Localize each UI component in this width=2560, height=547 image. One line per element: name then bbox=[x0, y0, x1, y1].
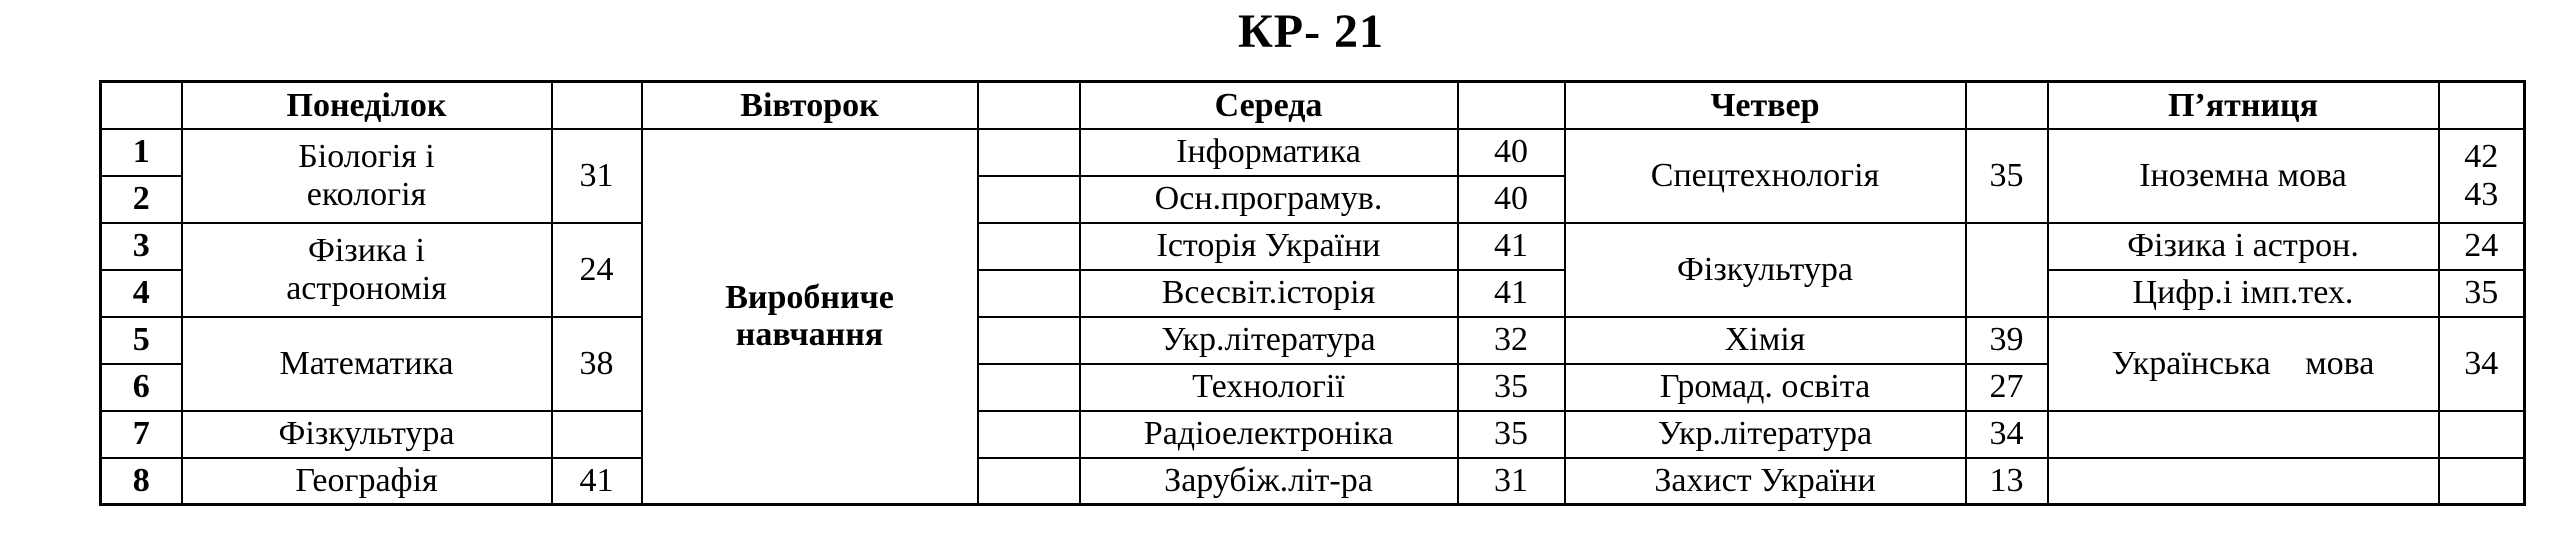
period-number: 4 bbox=[99, 268, 183, 318]
subject-cell-wednesday-7: Радіоелектроніка bbox=[1078, 409, 1459, 459]
subject-cell-wednesday-5: Укр.література bbox=[1078, 315, 1459, 365]
subject-cell-friday-8 bbox=[2046, 456, 2440, 506]
subject-cell-wednesday-4: Всесвіт.історія bbox=[1078, 268, 1459, 318]
room-cell-tuesday-8 bbox=[976, 456, 1081, 506]
room-cell-thursday-7: 34 bbox=[1964, 409, 2049, 459]
day-header-friday: П’ятниця bbox=[2046, 80, 2440, 130]
period-number: 7 bbox=[99, 409, 183, 459]
room-cell-tuesday-3 bbox=[976, 221, 1081, 271]
room-header-friday bbox=[2437, 80, 2526, 130]
room-cell-tuesday-6 bbox=[976, 362, 1081, 412]
period-number: 2 bbox=[99, 174, 183, 224]
room-cell-tuesday-5 bbox=[976, 315, 1081, 365]
subject-cell-wednesday-3: Історія України bbox=[1078, 221, 1459, 271]
room-cell-friday-1: 42 43 bbox=[2437, 127, 2526, 224]
room-cell-wednesday-2: 40 bbox=[1456, 174, 1566, 224]
room-cell-friday-3: 24 bbox=[2437, 221, 2526, 271]
room-cell-monday-3: 24 bbox=[550, 221, 643, 318]
room-cell-monday-1: 31 bbox=[550, 127, 643, 224]
period-row-2: 2 Осн.програмув. 40 bbox=[99, 174, 2525, 224]
subject-cell-thursday-5: Хімія bbox=[1563, 315, 1967, 365]
room-cell-wednesday-1: 40 bbox=[1456, 127, 1566, 177]
room-cell-wednesday-8: 31 bbox=[1456, 456, 1566, 506]
room-cell-monday-5: 38 bbox=[550, 315, 643, 412]
subject-cell-wednesday-8: Зарубіж.літ-ра bbox=[1078, 456, 1459, 506]
subject-cell-wednesday-2: Осн.програмув. bbox=[1078, 174, 1459, 224]
subject-cell-monday-3: Фізика і астрономія bbox=[180, 221, 553, 318]
subject-cell-wednesday-6: Технології bbox=[1078, 362, 1459, 412]
subject-cell-monday-8: Географія bbox=[180, 456, 553, 506]
period-number: 3 bbox=[99, 221, 183, 271]
subject-cell-thursday-6: Громад. освіта bbox=[1563, 362, 1967, 412]
period-row-6: 6 Технології 35 Громад. освіта 27 bbox=[99, 362, 2525, 412]
subject-cell-thursday-8: Захист України bbox=[1563, 456, 1967, 506]
room-cell-monday-8: 41 bbox=[550, 456, 643, 506]
subject-cell-thursday-3: Фізкультура bbox=[1563, 221, 1967, 318]
room-cell-thursday-6: 27 bbox=[1964, 362, 2049, 412]
room-header-wednesday bbox=[1456, 80, 1566, 130]
room-cell-tuesday-7 bbox=[976, 409, 1081, 459]
subject-cell-friday-3: Фізика і астрон. bbox=[2046, 221, 2440, 271]
room-header-tuesday bbox=[976, 80, 1081, 130]
room-cell-friday-7 bbox=[2437, 409, 2526, 459]
period-column-header bbox=[99, 80, 183, 130]
period-row-8: 8 Географія 41 Зарубіж.літ-ра 31 Захист … bbox=[99, 456, 2526, 506]
subject-cell-thursday-7: Укр.література bbox=[1563, 409, 1967, 459]
day-header-monday: Понеділок bbox=[180, 80, 553, 130]
room-cell-wednesday-3: 41 bbox=[1456, 221, 1566, 271]
room-cell-wednesday-5: 32 bbox=[1456, 315, 1566, 365]
subject-cell-wednesday-1: Інформатика bbox=[1078, 127, 1459, 177]
subject-cell-friday-5: Українська мова bbox=[2046, 315, 2440, 412]
timetable-table: Понеділок Вівторок Середа Четвер П’ятниц… bbox=[99, 80, 2526, 506]
subject-cell-friday-4: Цифр.і імп.тех. bbox=[2046, 268, 2440, 318]
room-cell-tuesday-4 bbox=[976, 268, 1081, 318]
header-row: Понеділок Вівторок Середа Четвер П’ятниц… bbox=[99, 80, 2526, 130]
period-number: 6 bbox=[99, 362, 183, 412]
room-cell-thursday-8: 13 bbox=[1964, 456, 2049, 506]
period-row-7: 7 Фізкультура Радіоелектроніка 35 Укр.лі… bbox=[99, 409, 2526, 459]
subject-cell-monday-1: Біологія і екологія bbox=[180, 127, 553, 224]
period-number: 1 bbox=[99, 127, 183, 177]
room-cell-thursday-1: 35 bbox=[1964, 127, 2049, 224]
room-header-monday bbox=[550, 80, 643, 130]
room-cell-wednesday-7: 35 bbox=[1456, 409, 1566, 459]
subject-cell-friday-7 bbox=[2046, 409, 2440, 459]
day-header-tuesday: Вівторок bbox=[640, 80, 979, 130]
period-row-1: 1 Біологія і екологія 31 Виробниче навча… bbox=[99, 127, 2526, 506]
room-cell-tuesday-2 bbox=[976, 174, 1081, 224]
subject-cell-thursday-1: Спецтехнологія bbox=[1563, 127, 1967, 224]
subject-cell-monday-5: Математика bbox=[180, 315, 553, 412]
room-cell-friday-4: 35 bbox=[2437, 268, 2526, 318]
room-cell-wednesday-4: 41 bbox=[1456, 268, 1566, 318]
room-cell-friday-5: 34 bbox=[2437, 315, 2526, 412]
room-cell-monday-7 bbox=[550, 409, 643, 459]
room-header-thursday bbox=[1964, 80, 2049, 130]
period-row-3: 3 Фізика і астрономія 24 Історія України… bbox=[99, 221, 2526, 318]
room-cell-wednesday-6: 35 bbox=[1456, 362, 1566, 412]
subject-cell-friday-1: Іноземна мова bbox=[2046, 127, 2440, 224]
page-title: КР- 21 bbox=[1237, 5, 1385, 58]
day-header-thursday: Четвер bbox=[1563, 80, 1967, 130]
subject-cell-tuesday-all: Виробниче навчання bbox=[640, 127, 979, 506]
room-cell-friday-8 bbox=[2437, 456, 2526, 506]
room-cell-tuesday-1 bbox=[976, 127, 1081, 177]
period-row-4: 4 Всесвіт.історія 41 Цифр.і імп.тех. 35 bbox=[99, 268, 2526, 318]
day-header-wednesday: Середа bbox=[1078, 80, 1459, 130]
period-number: 5 bbox=[99, 315, 183, 365]
room-cell-thursday-3 bbox=[1964, 221, 2049, 318]
period-number: 8 bbox=[99, 456, 183, 506]
period-row-5: 5 Математика 38 Укр.література 32 Хімія … bbox=[99, 315, 2526, 412]
subject-cell-monday-7: Фізкультура bbox=[180, 409, 553, 459]
room-cell-thursday-5: 39 bbox=[1964, 315, 2049, 365]
